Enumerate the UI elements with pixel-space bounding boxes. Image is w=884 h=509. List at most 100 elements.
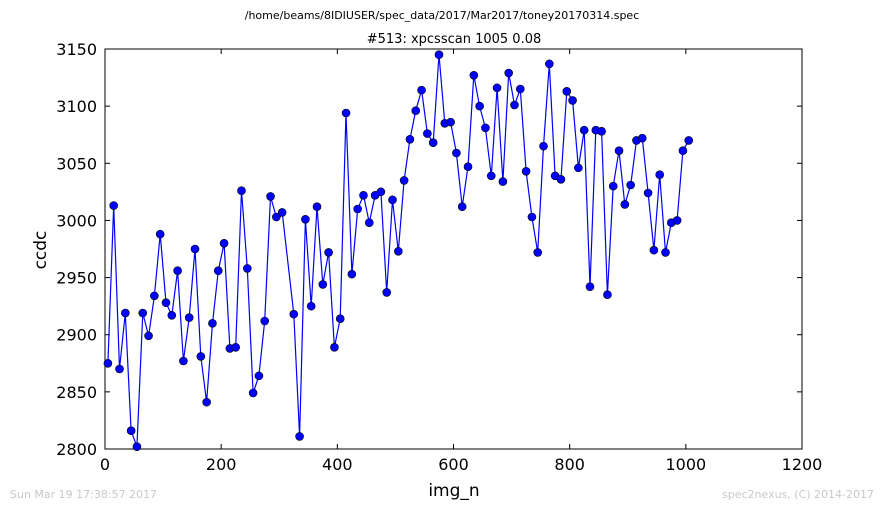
x-tick-label: 400 — [322, 455, 353, 474]
data-point — [533, 248, 543, 257]
data-point — [446, 117, 455, 127]
data-point — [504, 68, 513, 78]
data-point — [213, 266, 223, 276]
data-point — [359, 190, 368, 200]
data-point — [202, 397, 211, 407]
data-point — [428, 138, 438, 148]
data-point — [469, 70, 479, 80]
data-point — [661, 248, 670, 257]
x-tick-label: 0 — [100, 455, 110, 474]
data-point — [173, 266, 182, 276]
plot-area: 0 200 400 600 800 1000 1200 2800 2850 2900 2950 300… — [56, 40, 822, 474]
data-point — [179, 356, 188, 366]
y-tick-label: 3150 — [56, 40, 97, 59]
data-point — [585, 282, 595, 292]
data-point — [574, 163, 583, 173]
data-point — [475, 101, 484, 111]
data-point — [556, 174, 566, 184]
data-point — [248, 388, 258, 398]
data-point — [376, 187, 386, 197]
data-point — [498, 177, 508, 186]
data-point — [678, 146, 688, 156]
data-point — [463, 162, 473, 172]
data-point — [190, 244, 200, 254]
data-point — [527, 212, 537, 222]
data-point — [301, 214, 310, 224]
data-point — [539, 141, 548, 151]
data-point — [335, 314, 345, 324]
x-tick-label: 800 — [554, 455, 585, 474]
data-point — [521, 166, 531, 176]
data-point — [626, 180, 635, 190]
data-point — [277, 208, 287, 217]
data-point — [655, 170, 664, 180]
data-point — [394, 246, 403, 256]
data-point — [603, 290, 612, 300]
data-point — [411, 106, 421, 116]
y-tick-label: 2800 — [56, 440, 97, 459]
data-point — [184, 313, 194, 322]
data-point — [545, 59, 554, 69]
y-tick-label: 3000 — [56, 211, 97, 230]
data-point — [620, 200, 630, 209]
data-point — [306, 301, 316, 311]
data-point — [579, 125, 589, 135]
data-point — [510, 100, 519, 110]
data-point — [492, 83, 502, 93]
y-tick-label: 3100 — [56, 97, 97, 116]
data-point — [330, 342, 339, 352]
data-point — [388, 195, 397, 205]
y-axis-label: ccdc — [31, 231, 51, 270]
data-point — [457, 202, 467, 212]
x-tick-label: 1000 — [665, 455, 706, 474]
data-point — [132, 442, 142, 452]
data-point — [597, 126, 606, 136]
data-point — [138, 308, 148, 318]
data-point — [196, 352, 206, 361]
data-point — [684, 136, 694, 145]
data-point — [219, 238, 229, 248]
data-point — [434, 50, 444, 60]
data-point — [341, 108, 351, 118]
data-point — [481, 123, 490, 133]
data-point — [260, 316, 270, 326]
x-axis-label: img_n — [428, 481, 479, 501]
data-point — [515, 84, 525, 94]
data-point — [289, 309, 299, 319]
x-tick-label: 600 — [438, 455, 469, 474]
x-tick-label: 1200 — [782, 455, 823, 474]
data-point — [672, 216, 682, 225]
data-point — [126, 426, 136, 436]
data-point — [637, 133, 647, 143]
data-point — [231, 342, 240, 352]
data-point — [155, 229, 165, 239]
data-point — [353, 204, 362, 214]
data-point — [150, 291, 159, 301]
data-point — [254, 371, 264, 381]
data-point — [614, 146, 624, 156]
data-point — [208, 318, 217, 328]
file-path-title: /home/beams/8IDIUSER/spec_data/2017/Mar2… — [245, 9, 640, 22]
data-point — [109, 201, 119, 210]
data-point — [324, 248, 333, 257]
data-point — [243, 264, 252, 273]
data-point — [295, 432, 304, 441]
data-point — [399, 176, 409, 185]
data-point — [121, 308, 130, 318]
data-point — [562, 86, 572, 96]
plot-frame — [104, 48, 803, 450]
data-point — [167, 310, 177, 320]
y-tick-label: 3050 — [56, 154, 97, 173]
data-point — [347, 269, 357, 279]
data-point — [608, 181, 618, 191]
series-line — [107, 54, 690, 447]
data-point — [272, 212, 281, 222]
data-point — [103, 358, 113, 368]
footer-credit: spec2nexus, (C) 2014-2017 — [722, 488, 874, 501]
data-point — [486, 171, 496, 181]
data-point — [312, 202, 322, 212]
data-point — [649, 245, 659, 255]
data-point — [568, 96, 577, 105]
data-point — [364, 218, 374, 228]
